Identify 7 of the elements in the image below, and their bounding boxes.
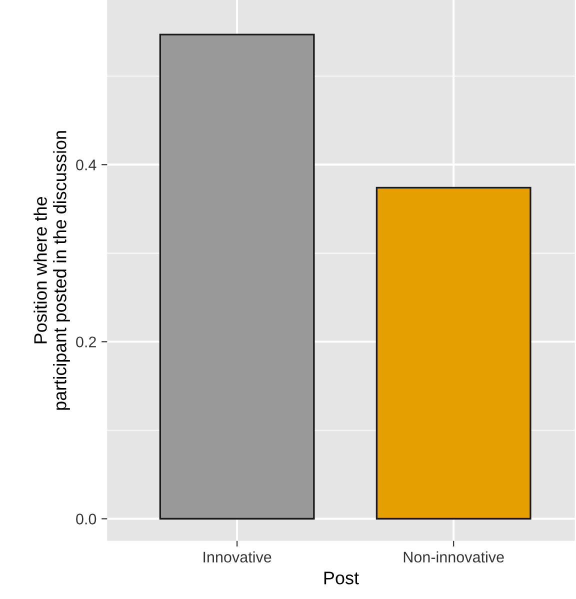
y-tick-label: 0.0: [76, 514, 96, 524]
x-axis-title: Post: [324, 572, 359, 584]
x-tick-label: Non-innovative: [404, 551, 504, 563]
x-tick-label: Innovative: [204, 551, 272, 563]
y-axis-title: Position where the participant posted in the discussion: [34, 131, 70, 410]
y-tick-label: 0.4: [76, 160, 96, 170]
y-tick-label: 0.2: [76, 336, 96, 348]
